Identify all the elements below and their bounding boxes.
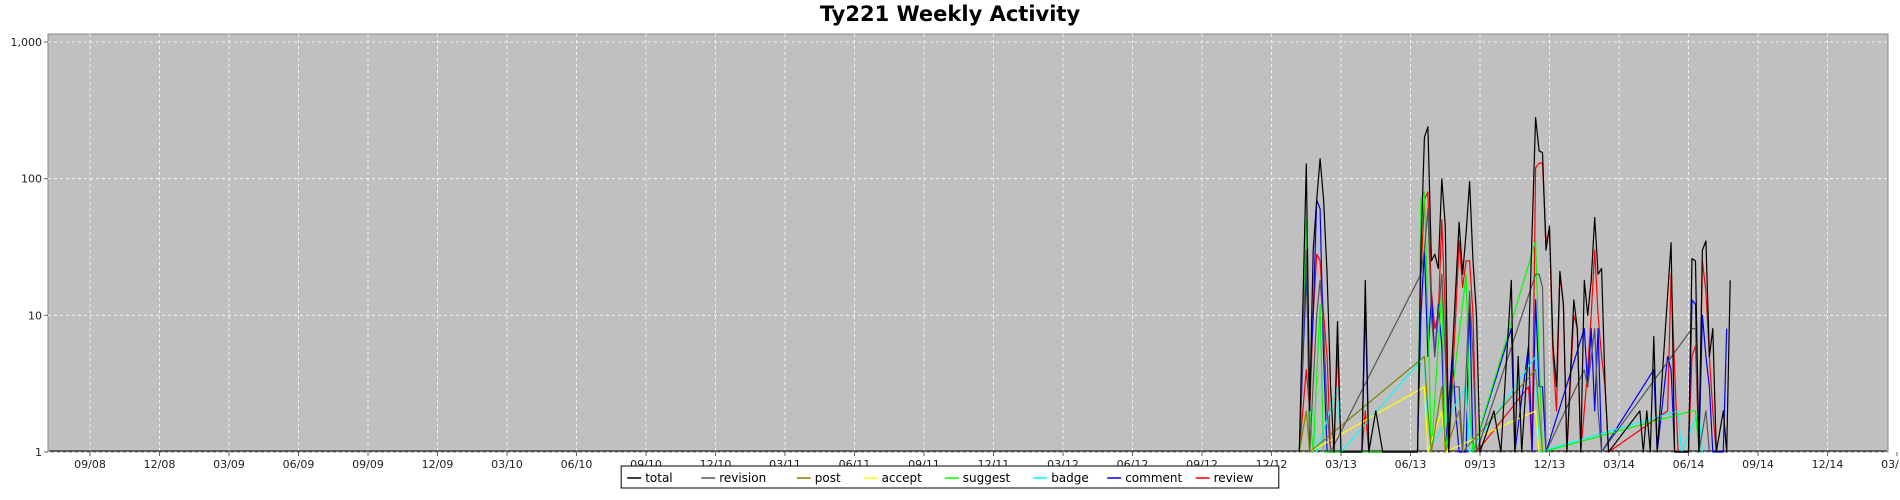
x-tick-label: 09/08 [74,458,106,471]
x-tick-label: 03/09 [213,458,245,471]
x-tick-label: 09/14 [1742,458,1774,471]
legend-label-comment: comment [1125,471,1182,485]
y-tick-label: 1,000 [11,36,43,49]
x-tick-label: 03/14 [1603,458,1635,471]
x-tick-label: 06/09 [283,458,315,471]
legend-label-post: post [815,471,841,485]
series-line-revision [1298,208,1710,453]
x-tick-label: 06/13 [1395,458,1427,471]
y-tick-label: 1 [35,446,42,459]
x-tick-label: 03/15 [1881,458,1900,471]
x-tick-label: 09/09 [352,458,384,471]
legend-label-suggest: suggest [963,471,1011,485]
legend-label-total: total [645,471,672,485]
x-tick-label: 03/10 [491,458,523,471]
x-tick-label: 09/13 [1464,458,1496,471]
series-line-total [1298,116,1731,453]
legend-box [620,465,1280,489]
chart-title: Ty221 Weekly Activity [819,2,1081,26]
x-tick-label: 06/14 [1673,458,1705,471]
legend-label-review: review [1214,471,1254,485]
plot-background [47,33,1889,453]
x-tick-label: 12/14 [1812,458,1844,471]
legend-label-accept: accept [882,471,923,485]
x-tick-label: 03/13 [1325,458,1357,471]
y-tick-label: 100 [21,173,42,186]
x-tick-label: 06/10 [561,458,593,471]
y-tick-label: 10 [28,309,42,322]
series-line-suggest [1298,191,1700,453]
x-tick-label: 12/09 [422,458,454,471]
legend-label-badge: badge [1051,471,1089,485]
legend-label-revision: revision [719,471,766,485]
x-tick-label: 12/08 [144,458,176,471]
x-tick-label: 12/13 [1534,458,1566,471]
